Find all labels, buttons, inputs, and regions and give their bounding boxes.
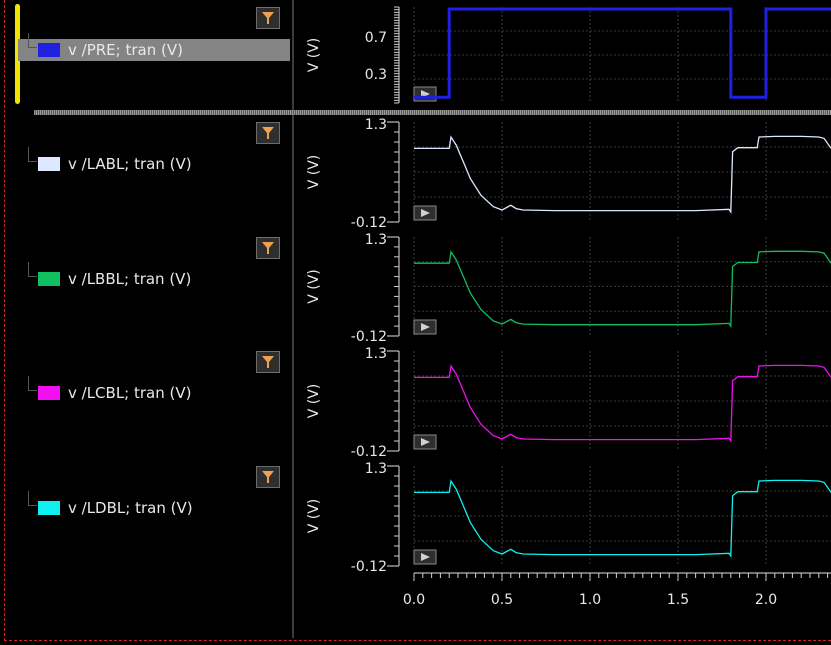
y-axis-label: V (V)	[306, 155, 322, 190]
trace-label: v /PRE; tran (V)	[68, 41, 183, 59]
tree-connector	[28, 376, 37, 391]
trace-label: v /LCBL; tran (V)	[68, 384, 192, 402]
y-axis-label: V (V)	[306, 269, 322, 304]
y-tick-label: 0.7	[365, 30, 387, 46]
filter-button[interactable]	[256, 7, 280, 29]
trace-item-labl[interactable]: v /LABL; tran (V)	[18, 147, 192, 175]
trace-item-ldbl[interactable]: v /LDBL; tran (V)	[18, 491, 193, 519]
x-tick-label: 0.0	[403, 592, 425, 608]
tree-connector	[28, 33, 37, 48]
tree-connector	[28, 262, 37, 277]
x-tick-label: 1.0	[579, 592, 601, 608]
y-axis-label: V (V)	[306, 384, 322, 419]
x-tick-label: 1.5	[667, 592, 689, 608]
filter-button[interactable]	[256, 122, 280, 144]
y-tick-label: 0.3	[365, 67, 387, 83]
trace-item-pre[interactable]: v /PRE; tran (V)	[18, 33, 290, 61]
filter-icon	[262, 356, 274, 368]
trace-item-lcbl[interactable]: v /LCBL; tran (V)	[18, 376, 192, 404]
strip-selection-marker[interactable]	[15, 4, 20, 104]
filter-icon	[262, 242, 274, 254]
y-tick-label: 1.3	[365, 461, 387, 477]
series-line[interactable]	[414, 7, 831, 99]
y-tick-label: -0.12	[351, 444, 387, 460]
y-tick-label: 1.3	[365, 232, 387, 248]
window-border-left	[4, 0, 5, 641]
window-border-bottom	[4, 640, 831, 641]
filter-button[interactable]	[256, 237, 280, 259]
series-line[interactable]	[414, 135, 831, 215]
series-line[interactable]	[414, 479, 831, 559]
y-axis-label: V (V)	[306, 38, 322, 73]
filter-icon	[262, 12, 274, 24]
filter-icon	[262, 471, 274, 483]
trace-label: v /LDBL; tran (V)	[68, 499, 193, 517]
trace-label: v /LABL; tran (V)	[68, 155, 192, 173]
y-tick-label: -0.12	[351, 329, 387, 345]
play-icon	[421, 553, 430, 561]
play-icon	[421, 209, 430, 217]
pane-splitter[interactable]	[292, 0, 294, 638]
series-line[interactable]	[414, 250, 831, 329]
trace-item-lbbl[interactable]: v /LBBL; tran (V)	[18, 262, 192, 290]
y-tick-label: 1.3	[365, 346, 387, 362]
play-icon	[421, 323, 430, 331]
x-tick-label: 0.5	[491, 592, 513, 608]
trace-color-swatch	[38, 43, 60, 57]
filter-icon	[262, 127, 274, 139]
y-tick-label: -0.12	[351, 215, 387, 231]
y-tick-label: 1.3	[365, 117, 387, 133]
play-icon	[421, 438, 430, 446]
trace-color-swatch	[38, 386, 60, 400]
y-axis-label: V (V)	[306, 499, 322, 534]
filter-button[interactable]	[256, 351, 280, 373]
y-tick-label: -0.12	[351, 559, 387, 575]
x-tick-label: 2.0	[755, 592, 777, 608]
trace-color-swatch	[38, 157, 60, 171]
strip-splitter[interactable]	[34, 110, 831, 115]
tree-connector	[28, 147, 37, 162]
series-line[interactable]	[414, 364, 831, 444]
trace-label: v /LBBL; tran (V)	[68, 270, 192, 288]
tree-connector	[28, 491, 37, 506]
trace-color-swatch	[38, 501, 60, 515]
filter-button[interactable]	[256, 466, 280, 488]
trace-color-swatch	[38, 272, 60, 286]
